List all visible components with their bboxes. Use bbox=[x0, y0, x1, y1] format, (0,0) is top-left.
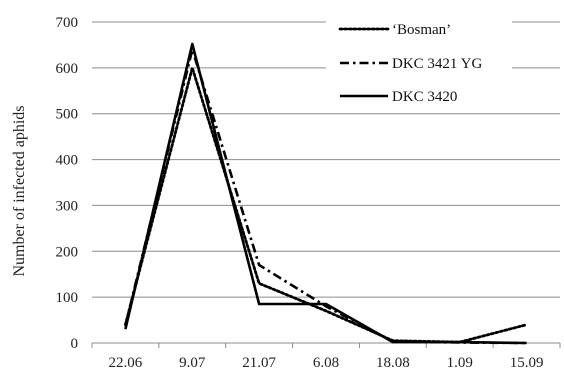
x-tick-21.07: 21.07 bbox=[242, 355, 276, 371]
y-tick-600: 600 bbox=[56, 61, 79, 77]
legend-background bbox=[326, 12, 512, 104]
legend-label-dkc-3420: DKC 3420 bbox=[392, 89, 457, 105]
y-tick-700: 700 bbox=[56, 15, 79, 31]
legend-label-dkc-3421-yg: DKC 3421 YG bbox=[392, 56, 482, 72]
y-tick-labels: 0 100 200 300 400 500 600 700 bbox=[56, 15, 79, 352]
x-tick-1.09: 1.09 bbox=[447, 355, 473, 371]
x-tick-15.09: 15.09 bbox=[510, 355, 544, 371]
gridlines bbox=[91, 21, 561, 348]
y-tick-400: 400 bbox=[56, 153, 79, 169]
legend: ‘Bosman’ DKC 3421 YG DKC 3420 bbox=[326, 12, 512, 105]
y-tick-100: 100 bbox=[56, 290, 79, 306]
y-tick-0: 0 bbox=[71, 336, 79, 352]
series-lines bbox=[124, 42, 528, 345]
series-line-dkc-3421-yg bbox=[124, 48, 527, 345]
x-tick-22.06: 22.06 bbox=[109, 355, 143, 371]
x-tick-labels: 22.06 9.07 21.07 6.08 18.08 1.09 15.09 bbox=[109, 355, 544, 371]
x-tick-9.07: 9.07 bbox=[179, 355, 206, 371]
x-tick-6.08: 6.08 bbox=[313, 355, 339, 371]
series-line-dkc-3420 bbox=[124, 42, 527, 345]
x-tick-18.08: 18.08 bbox=[376, 355, 410, 371]
y-tick-300: 300 bbox=[56, 198, 79, 214]
y-axis-title: Number of infected aphids bbox=[11, 105, 28, 276]
y-tick-500: 500 bbox=[56, 107, 79, 123]
y-tick-200: 200 bbox=[56, 244, 79, 260]
legend-label-bosman: ‘Bosman’ bbox=[392, 22, 451, 38]
